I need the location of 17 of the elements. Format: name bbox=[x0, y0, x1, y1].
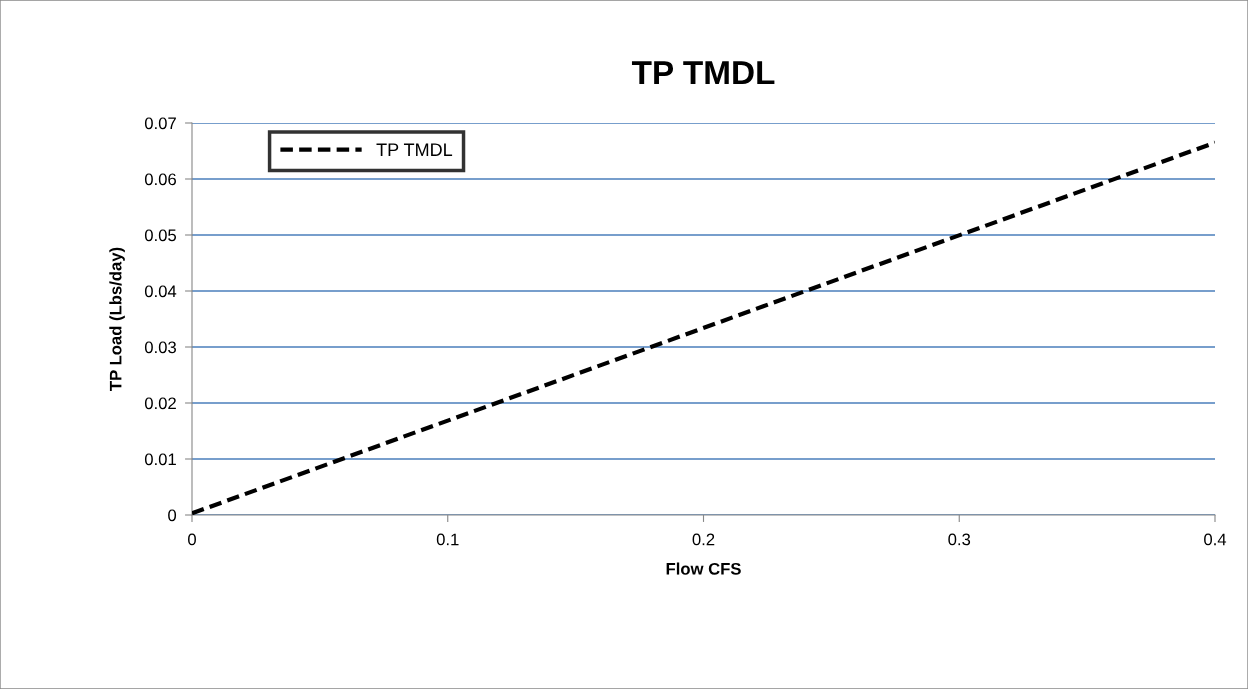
y-tick-label: 0.01 bbox=[144, 453, 176, 466]
x-tick-label: 0.1 bbox=[436, 533, 459, 546]
legend-label: TP TMDL bbox=[376, 143, 453, 156]
x-axis-title: Flow CFS bbox=[666, 562, 741, 575]
chart-title: TP TMDL bbox=[631, 61, 775, 85]
y-axis-title: TP Load (Lbs/day) bbox=[109, 247, 125, 391]
y-tick-label: 0 bbox=[168, 509, 177, 522]
x-tick-label: 0.2 bbox=[692, 533, 715, 546]
x-tick-label: 0.3 bbox=[948, 533, 971, 546]
y-tick-label: 0.03 bbox=[144, 341, 176, 354]
y-tick-label: 0.04 bbox=[144, 285, 177, 298]
y-tick-label: 0.07 bbox=[144, 117, 176, 130]
y-tick-label: 0.06 bbox=[144, 173, 176, 186]
y-tick-label: 0.02 bbox=[144, 397, 176, 410]
y-tick-label: 0.05 bbox=[144, 229, 177, 242]
x-tick-label: 0 bbox=[188, 533, 196, 546]
x-tick-label: 0.4 bbox=[1204, 533, 1227, 546]
